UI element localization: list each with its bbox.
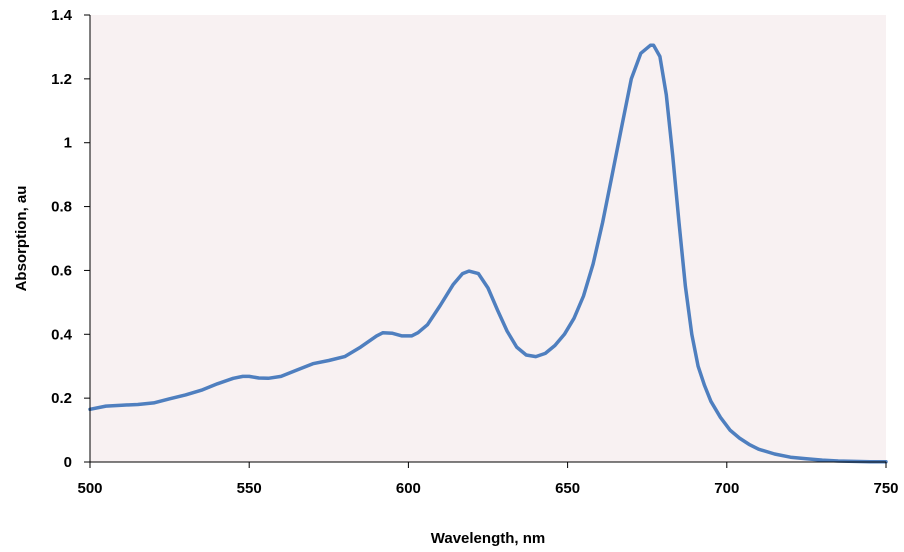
x-tick-label: 750 xyxy=(873,480,898,497)
y-tick-label: 0 xyxy=(64,454,72,471)
y-axis-title: Absorption, au xyxy=(13,186,30,292)
y-tick-label: 1.2 xyxy=(51,71,72,88)
x-tick-label: 550 xyxy=(237,480,262,497)
axis-layer xyxy=(84,14,887,468)
x-tick-label: 600 xyxy=(396,480,421,497)
x-tick-label: 500 xyxy=(77,480,102,497)
x-tick-label: 650 xyxy=(555,480,580,497)
plot-area xyxy=(90,15,886,462)
y-tick-label: 0.4 xyxy=(51,326,73,343)
y-tick-label: 0.2 xyxy=(51,390,72,407)
tick-label-layer: 500 550 600 650 700 750 0 0.2 0.4 0.6 0.8 1 1.2 1.4 xyxy=(51,7,898,497)
y-tick-label: 0.8 xyxy=(51,199,72,216)
y-tick-label: 1 xyxy=(64,135,72,152)
x-axis-title: Wavelength, nm xyxy=(431,530,545,547)
series-line-0 xyxy=(88,43,888,464)
y-tick-label: 1.4 xyxy=(51,7,73,24)
x-tick-label: 700 xyxy=(714,480,739,497)
y-tick-label: 0.6 xyxy=(51,262,72,279)
data-layer xyxy=(88,43,888,464)
